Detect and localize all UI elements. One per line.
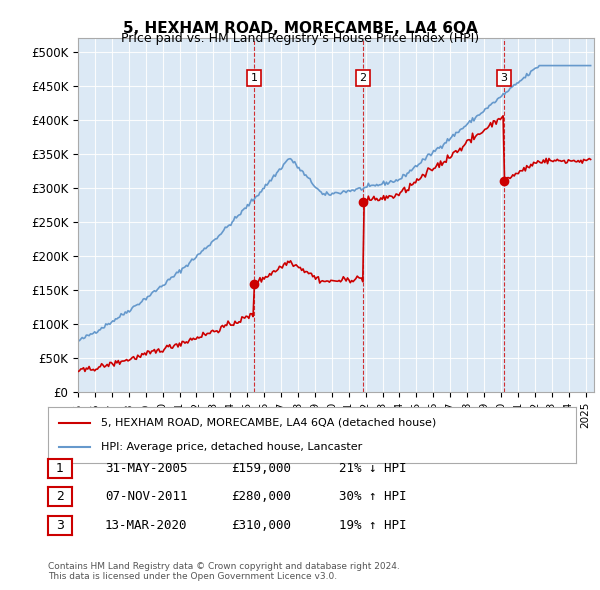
Text: 3: 3 bbox=[56, 519, 64, 532]
Text: 1: 1 bbox=[251, 73, 258, 83]
Text: 3: 3 bbox=[500, 73, 508, 83]
Text: 19% ↑ HPI: 19% ↑ HPI bbox=[339, 519, 407, 532]
Text: 13-MAR-2020: 13-MAR-2020 bbox=[105, 519, 187, 532]
Text: 5, HEXHAM ROAD, MORECAMBE, LA4 6QA (detached house): 5, HEXHAM ROAD, MORECAMBE, LA4 6QA (deta… bbox=[101, 418, 436, 428]
Text: 31-MAY-2005: 31-MAY-2005 bbox=[105, 462, 187, 475]
Text: Contains HM Land Registry data © Crown copyright and database right 2024.
This d: Contains HM Land Registry data © Crown c… bbox=[48, 562, 400, 581]
Text: 07-NOV-2011: 07-NOV-2011 bbox=[105, 490, 187, 503]
Text: 1: 1 bbox=[56, 462, 64, 475]
Text: 5, HEXHAM ROAD, MORECAMBE, LA4 6QA: 5, HEXHAM ROAD, MORECAMBE, LA4 6QA bbox=[122, 21, 478, 35]
Text: £159,000: £159,000 bbox=[231, 462, 291, 475]
Text: £310,000: £310,000 bbox=[231, 519, 291, 532]
Text: 2: 2 bbox=[359, 73, 367, 83]
Text: 21% ↓ HPI: 21% ↓ HPI bbox=[339, 462, 407, 475]
Text: HPI: Average price, detached house, Lancaster: HPI: Average price, detached house, Lanc… bbox=[101, 442, 362, 453]
Text: Price paid vs. HM Land Registry's House Price Index (HPI): Price paid vs. HM Land Registry's House … bbox=[121, 32, 479, 45]
Text: 2: 2 bbox=[56, 490, 64, 503]
Text: 30% ↑ HPI: 30% ↑ HPI bbox=[339, 490, 407, 503]
Text: £280,000: £280,000 bbox=[231, 490, 291, 503]
